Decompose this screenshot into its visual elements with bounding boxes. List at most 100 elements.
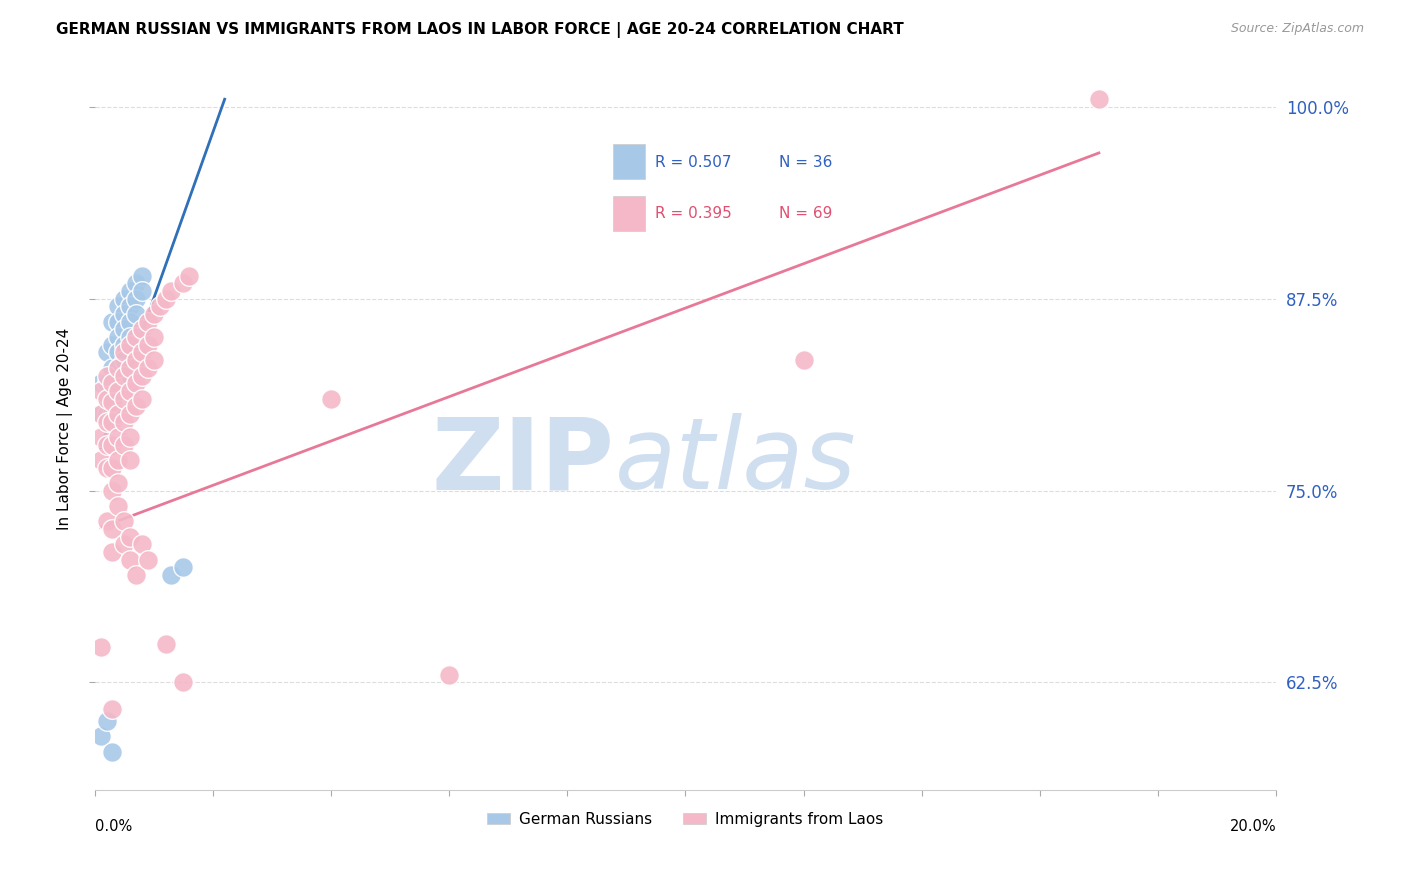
Point	[160, 568, 183, 582]
Point	[120, 338, 142, 352]
Point	[437, 668, 460, 682]
Point	[90, 430, 112, 444]
Point	[793, 353, 815, 368]
Point	[107, 360, 129, 375]
Point	[101, 415, 124, 429]
Point	[112, 307, 135, 321]
Point	[120, 360, 142, 375]
Point	[112, 292, 135, 306]
Point	[172, 675, 194, 690]
Point	[120, 552, 142, 566]
Point	[172, 277, 194, 291]
Point	[101, 407, 124, 421]
Point	[142, 307, 165, 321]
Point	[125, 292, 148, 306]
Point	[107, 384, 129, 398]
Point	[96, 376, 118, 391]
Point	[101, 483, 124, 498]
Point	[101, 545, 124, 559]
Point	[107, 475, 129, 490]
Point	[142, 353, 165, 368]
Point	[155, 637, 177, 651]
Point	[1088, 92, 1111, 106]
Text: 0.0%: 0.0%	[94, 819, 132, 834]
Point	[96, 345, 118, 359]
Point	[120, 330, 142, 344]
Point	[136, 552, 159, 566]
Point	[96, 460, 118, 475]
Point	[131, 392, 153, 406]
Point	[90, 640, 112, 655]
Point	[112, 415, 135, 429]
Point	[101, 460, 124, 475]
Text: Source: ZipAtlas.com: Source: ZipAtlas.com	[1230, 22, 1364, 36]
Point	[107, 300, 129, 314]
Point	[125, 376, 148, 391]
Point	[125, 353, 148, 368]
Point	[125, 307, 148, 321]
Point	[112, 338, 135, 352]
Point	[112, 537, 135, 551]
Point	[90, 453, 112, 467]
Point	[90, 376, 112, 391]
Point	[101, 394, 124, 409]
Point	[179, 268, 201, 283]
Point	[112, 353, 135, 368]
Point	[107, 360, 129, 375]
Point	[101, 315, 124, 329]
Point	[131, 268, 153, 283]
Point	[101, 522, 124, 536]
Point	[90, 407, 112, 421]
Point	[120, 407, 142, 421]
Point	[107, 407, 129, 421]
Point	[120, 384, 142, 398]
Point	[136, 315, 159, 329]
Point	[136, 338, 159, 352]
Point	[125, 277, 148, 291]
Y-axis label: In Labor Force | Age 20-24: In Labor Force | Age 20-24	[58, 328, 73, 531]
Text: 20.0%: 20.0%	[1229, 819, 1277, 834]
Point	[125, 568, 148, 582]
Point	[101, 392, 124, 406]
Point	[101, 745, 124, 759]
Point	[107, 315, 129, 329]
Point	[131, 368, 153, 383]
Point	[131, 537, 153, 551]
Point	[90, 729, 112, 743]
Point	[96, 514, 118, 528]
Point	[149, 300, 172, 314]
Point	[107, 453, 129, 467]
Point	[107, 330, 129, 344]
Point	[112, 437, 135, 451]
Point	[120, 300, 142, 314]
Point	[131, 345, 153, 359]
Point	[90, 407, 112, 421]
Point	[136, 360, 159, 375]
Point	[120, 284, 142, 298]
Point	[107, 345, 129, 359]
Point	[120, 315, 142, 329]
Text: atlas: atlas	[614, 413, 856, 510]
Point	[107, 499, 129, 513]
Point	[112, 322, 135, 336]
Point	[101, 360, 124, 375]
Point	[125, 330, 148, 344]
Point	[112, 345, 135, 359]
Point	[142, 330, 165, 344]
Point	[319, 392, 342, 406]
Point	[96, 714, 118, 728]
Point	[101, 437, 124, 451]
Point	[155, 292, 177, 306]
Point	[96, 437, 118, 451]
Point	[107, 430, 129, 444]
Point	[131, 284, 153, 298]
Point	[120, 430, 142, 444]
Point	[96, 392, 118, 406]
Point	[101, 376, 124, 391]
Point	[90, 384, 112, 398]
Point	[96, 415, 118, 429]
Point	[160, 284, 183, 298]
Point	[112, 368, 135, 383]
Point	[125, 399, 148, 413]
Point	[101, 701, 124, 715]
